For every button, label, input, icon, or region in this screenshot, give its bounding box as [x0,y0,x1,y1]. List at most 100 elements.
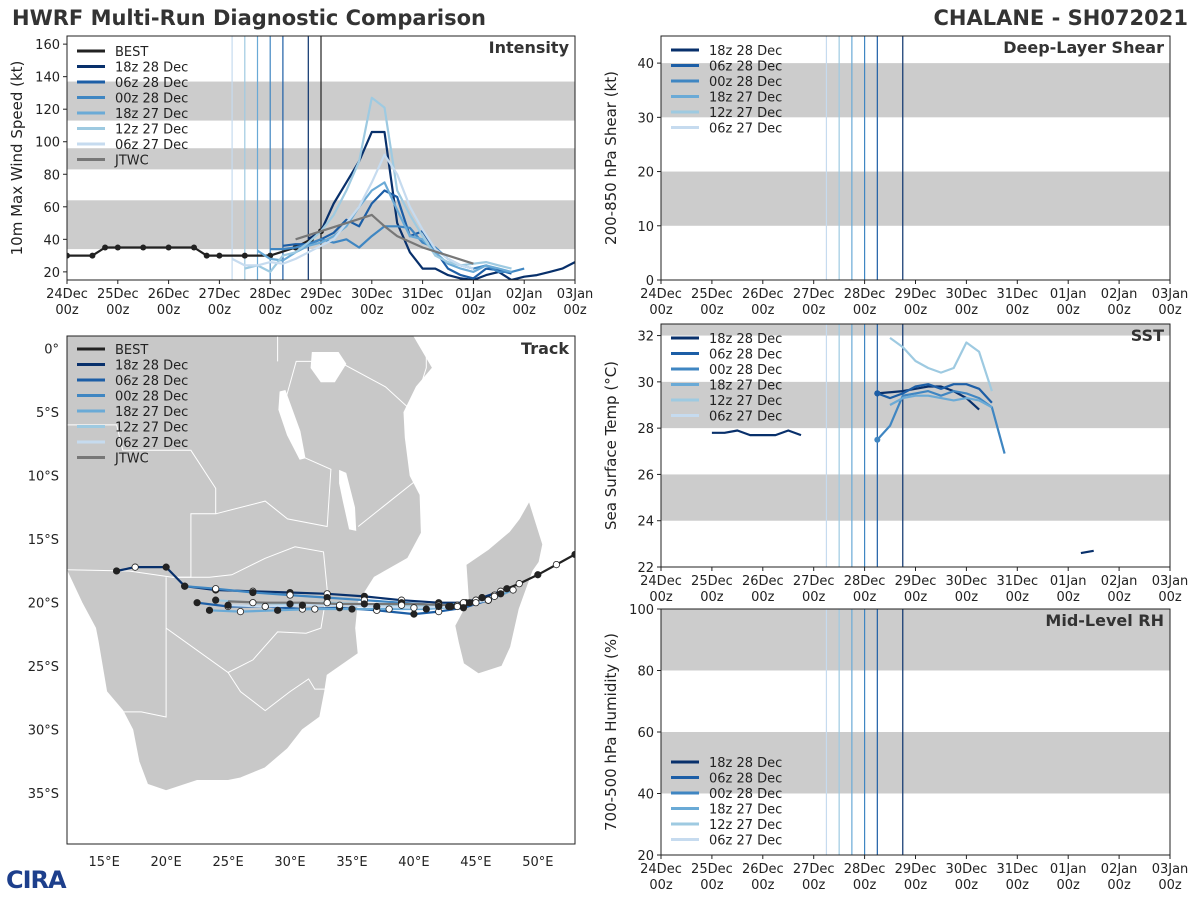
x-tick-label: 25Dec [691,862,733,877]
legend-label: 00z 28 Dec [709,75,782,90]
country-border [283,360,415,527]
y-tick-label: 30 [637,376,654,391]
x-tick-sublabel: 00z [649,590,673,605]
x-tick-label: 30Dec [946,287,988,302]
track-point [459,604,468,612]
y-tick-label: 24 [637,515,654,530]
x-tick-label: 27Dec [793,862,835,877]
legend-label: BEST [115,45,148,60]
track-point [335,601,344,609]
x-tick-label: 24Dec [46,287,88,302]
y-tick-label: 60 [43,201,60,216]
series-18z-27-dec [889,394,993,409]
lon-tick-label: 50°E [522,855,553,870]
x-tick-sublabel: 00z [853,303,877,318]
y-tick-label: 26 [637,468,654,483]
x-tick-label: 03Jan [1152,287,1189,302]
panel-title: Deep-Layer Shear [1003,38,1164,57]
x-tick-label: 31Dec [996,287,1038,302]
lat-tick-label: 30°S [28,724,59,739]
lon-tick-label: 40°E [398,855,429,870]
x-tick-label: 02Jan [1101,862,1138,877]
lat-tick-label: 35°S [28,787,59,802]
x-tick-label: 03Jan [1152,574,1189,589]
data-point [165,244,172,251]
x-tick-sublabel: 00z [853,878,877,893]
y-tick-label: 60 [637,726,654,741]
track-point [373,602,381,611]
y-axis-label: Sea Surface Temp (°C) [602,361,620,530]
legend-label: 18z 28 Dec [709,756,782,771]
x-tick-sublabel: 00z [802,878,826,893]
track-point [205,606,214,614]
x-tick-sublabel: 00z [751,303,775,318]
x-tick-label: 31Dec [996,862,1038,877]
track-point [509,586,517,594]
legend-label: 18z 27 Dec [115,405,188,420]
legend-label: 18z 28 Dec [115,359,188,374]
data-point [241,252,248,259]
series-06z-27-dec [231,153,474,270]
x-tick-sublabel: 00z [259,303,283,318]
x-tick-label: 01Jan [1050,862,1087,877]
x-tick-label: 01Jan [455,287,492,302]
y-tick-label: 120 [35,103,60,118]
series-jtwc [295,213,474,265]
x-tick-label: 24Dec [640,287,682,302]
legend-label: 00z 28 Dec [709,787,782,802]
x-tick-label: 26Dec [742,287,784,302]
track-point [422,605,430,613]
x-tick-sublabel: 00z [1006,878,1030,893]
country-border [165,546,328,674]
x-tick-label: 27Dec [793,574,835,589]
map-area [67,336,575,792]
x-tick-label: 27Dec [793,287,835,302]
legend-label: 06z 28 Dec [115,374,188,389]
x-tick-label: 29Dec [895,287,937,302]
track-point [249,599,257,607]
data-point [216,252,223,259]
data-point [191,244,197,251]
lat-tick-label: 5°S [36,406,59,421]
y-axis-label: 700-500 hPa Humidity (%) [602,633,620,831]
series-06z-28-dec [876,383,993,404]
threshold-band [661,324,1170,336]
panel-title: Mid-Level RH [1045,611,1164,630]
x-tick-sublabel: 00z [462,303,486,318]
country-border [215,449,332,528]
legend-label: JTWC [114,452,149,467]
y-tick-label: 40 [43,233,60,248]
x-tick-sublabel: 00z [563,303,587,318]
track-point [515,580,523,588]
x-tick-label: 25Dec [691,574,733,589]
series-18z-28-dec [307,130,575,280]
track-point [397,601,406,609]
track-point [503,585,511,593]
legend-label: 06z 28 Dec [709,348,782,363]
y-tick-label: 100 [629,603,654,618]
x-tick-sublabel: 00z [1006,303,1030,318]
x-tick-sublabel: 00z [208,303,232,318]
lat-tick-label: 25°S [28,660,59,675]
track-point [435,602,443,611]
threshold-band [661,732,1170,794]
x-tick-label: 30Dec [351,287,393,302]
x-tick-sublabel: 00z [904,303,928,318]
series-18z-28-dec [711,429,802,437]
x-tick-label: 30Dec [946,862,988,877]
track-point [274,606,282,614]
x-tick-sublabel: 00z [700,590,724,605]
x-tick-sublabel: 00z [1107,303,1131,318]
x-tick-sublabel: 00z [1158,878,1182,893]
track-point [112,567,121,575]
x-tick-label: 25Dec [97,287,139,302]
track-point [385,605,393,613]
track-point [490,592,499,600]
y-tick-label: 30 [637,111,654,126]
legend-label: 06z 27 Dec [709,122,782,137]
legend-label: 00z 28 Dec [115,92,188,107]
x-tick-label: 30Dec [946,574,988,589]
x-tick-label: 31Dec [996,574,1038,589]
legend-label: 18z 27 Dec [709,803,782,818]
